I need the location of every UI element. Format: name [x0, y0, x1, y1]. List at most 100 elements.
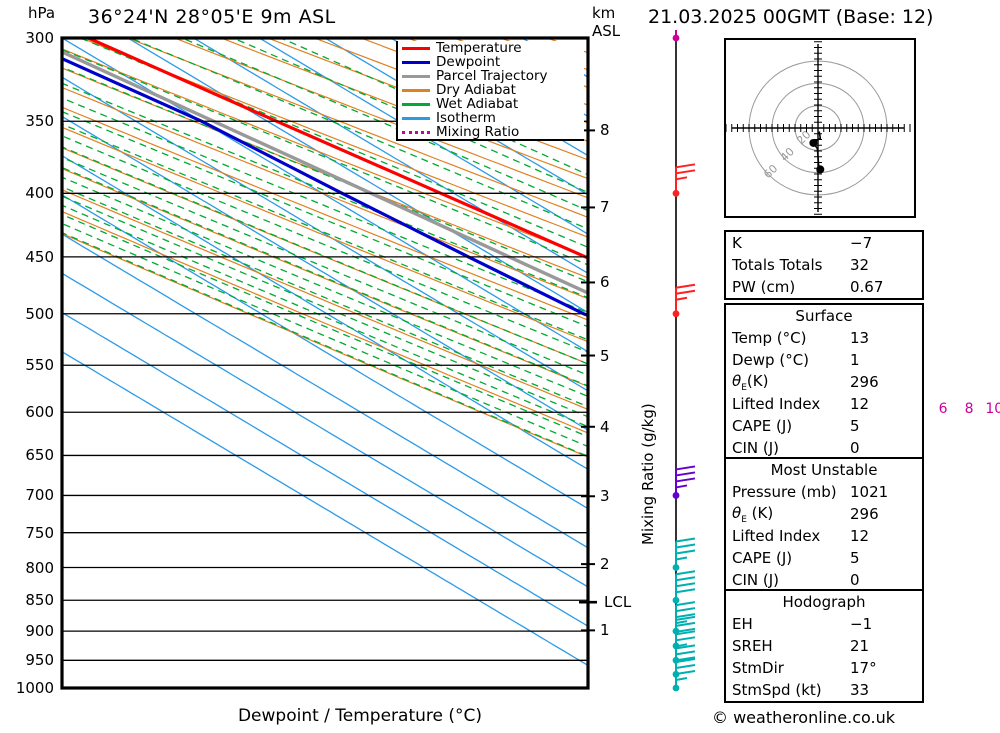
table-row: CAPE (J) 5: [726, 415, 922, 437]
isotherm-line: [62, 272, 588, 588]
most-unstable-table: Most Unstable Pressure (mb) 1021 θE (K) 296 L…: [724, 457, 924, 593]
legend-item: Wet Adiabat: [402, 97, 584, 111]
pressure-tick-label: 750: [25, 523, 54, 542]
pressure-tick-label: 350: [25, 112, 54, 131]
legend-swatch: [402, 74, 430, 78]
table-key: Temp (°C): [732, 329, 807, 347]
height-tick-label: 5: [600, 346, 610, 365]
legend-label: Temperature: [436, 39, 522, 56]
dry-adiabat-line: [62, 210, 588, 434]
legend-label: Isotherm: [436, 109, 496, 126]
table-row: θE(K) 296: [726, 371, 922, 393]
table-value: 17°: [850, 659, 877, 677]
dry-adiabat-line: [62, 232, 588, 458]
table-value: 21: [850, 637, 870, 655]
pressure-tick-label: 800: [25, 558, 54, 577]
surface-heading: Surface: [795, 307, 853, 325]
wet-adiabat-line: [62, 82, 588, 299]
wind-barb: [672, 601, 696, 635]
table-row: K −7: [726, 232, 922, 254]
height-tick-label: 4: [600, 417, 610, 436]
legend-swatch: [402, 46, 430, 50]
isotherm-line: [62, 154, 588, 471]
wet-adiabat-line: [180, 38, 588, 212]
mixing-ratio-label: 6: [938, 401, 948, 418]
page-title: 36°24'N 28°05'E 9m ASL: [88, 6, 336, 28]
wind-barb: [672, 163, 696, 197]
table-row: Temp (°C) 13: [726, 327, 922, 349]
pressure-tick-label: 700: [25, 486, 54, 505]
dry-adiabat-line: [62, 126, 588, 343]
table-key: StmSpd (kt): [732, 681, 822, 699]
legend-swatch: [402, 60, 430, 64]
height-tick-label: 8: [600, 121, 610, 140]
height-tick-label: 1: [600, 621, 610, 640]
pressure-tick-label: 550: [25, 356, 54, 375]
legend-item: Parcel Trajectory: [402, 69, 584, 83]
hodograph-marker: [809, 138, 818, 147]
table-key: StmDir: [732, 659, 784, 677]
legend-swatch: [402, 88, 430, 92]
table-value: −7: [850, 234, 873, 252]
wet-adiabat-line: [62, 231, 588, 458]
dry-adiabat-line: [62, 167, 588, 388]
hodograph-marker: [816, 165, 825, 174]
pressure-tick-label: 450: [25, 247, 54, 266]
table-value: 33: [850, 681, 870, 699]
legend-item: Isotherm: [402, 111, 584, 125]
legend-label: Mixing Ratio: [436, 123, 520, 140]
table-key: K: [732, 234, 742, 252]
hodograph-stats-table: Hodograph EH −1 SREH 21 StmDir 17° StmSpd (kt) 3…: [724, 589, 924, 703]
table-row: Lifted Index 12: [726, 525, 922, 547]
dry-adiabat-line: [62, 147, 588, 365]
wet-adiabat-line: [62, 135, 588, 353]
isotherm-line: [62, 194, 588, 510]
table-row: StmSpd (kt) 33: [726, 679, 922, 701]
table-row: PW (cm) 0.67: [726, 276, 922, 298]
wet-adiabat-line: [62, 204, 588, 428]
table-row: Lifted Index 12: [726, 393, 922, 415]
surface-table: Surface Temp (°C) 13 Dewp (°C) 1 θE(K) 296 Lift…: [724, 303, 924, 461]
height-axis-unit: km: [592, 4, 616, 22]
series-temperature-line: [87, 38, 588, 260]
dry-adiabat-line: [62, 106, 588, 321]
table-key: Lifted Index: [732, 527, 821, 545]
table-value: 12: [850, 395, 870, 413]
table-value: 0.67: [850, 278, 884, 296]
table-value: 0: [850, 571, 860, 589]
mixing-ratio-label: 10: [985, 401, 1000, 418]
table-value: 1: [850, 351, 860, 369]
indices-table: K −7 Totals Totals 32 PW (cm) 0.67: [724, 230, 924, 300]
dry-adiabat-line: [62, 67, 588, 279]
wind-barb-column: [672, 30, 696, 692]
height-tick-label: 2: [600, 555, 610, 574]
table-key: EH: [732, 615, 753, 633]
legend-item: Dewpoint: [402, 55, 584, 69]
table-key: PW (cm): [732, 278, 796, 296]
wind-barb: [672, 465, 696, 499]
table-key: Pressure (mb): [732, 483, 837, 501]
isotherm-line: [62, 115, 588, 431]
height-tick-label: 7: [600, 198, 610, 217]
legend-swatch: [402, 116, 430, 120]
table-key: CAPE (J): [732, 417, 793, 435]
isotherm-line: [62, 233, 588, 549]
wet-adiabat-line: [62, 222, 588, 448]
table-row: CIN (J) 0: [726, 569, 922, 591]
table-key: SREH: [732, 637, 773, 655]
table-key: Lifted Index: [732, 395, 821, 413]
legend-item: Temperature: [402, 41, 584, 55]
table-row: Dewp (°C) 1: [726, 349, 922, 371]
dry-adiabat-line: [62, 189, 588, 411]
pressure-tick-label: 600: [25, 403, 54, 422]
pressure-tick-label: 400: [25, 184, 54, 203]
table-key: Dewp (°C): [732, 351, 810, 369]
isotherm-line: [62, 38, 588, 353]
table-value: 296: [850, 373, 879, 391]
table-row: θE (K) 296: [726, 503, 922, 525]
pressure-tick-label: 850: [25, 591, 54, 610]
legend-label: Parcel Trajectory: [436, 67, 548, 84]
skewt-diagram: [60, 36, 597, 690]
